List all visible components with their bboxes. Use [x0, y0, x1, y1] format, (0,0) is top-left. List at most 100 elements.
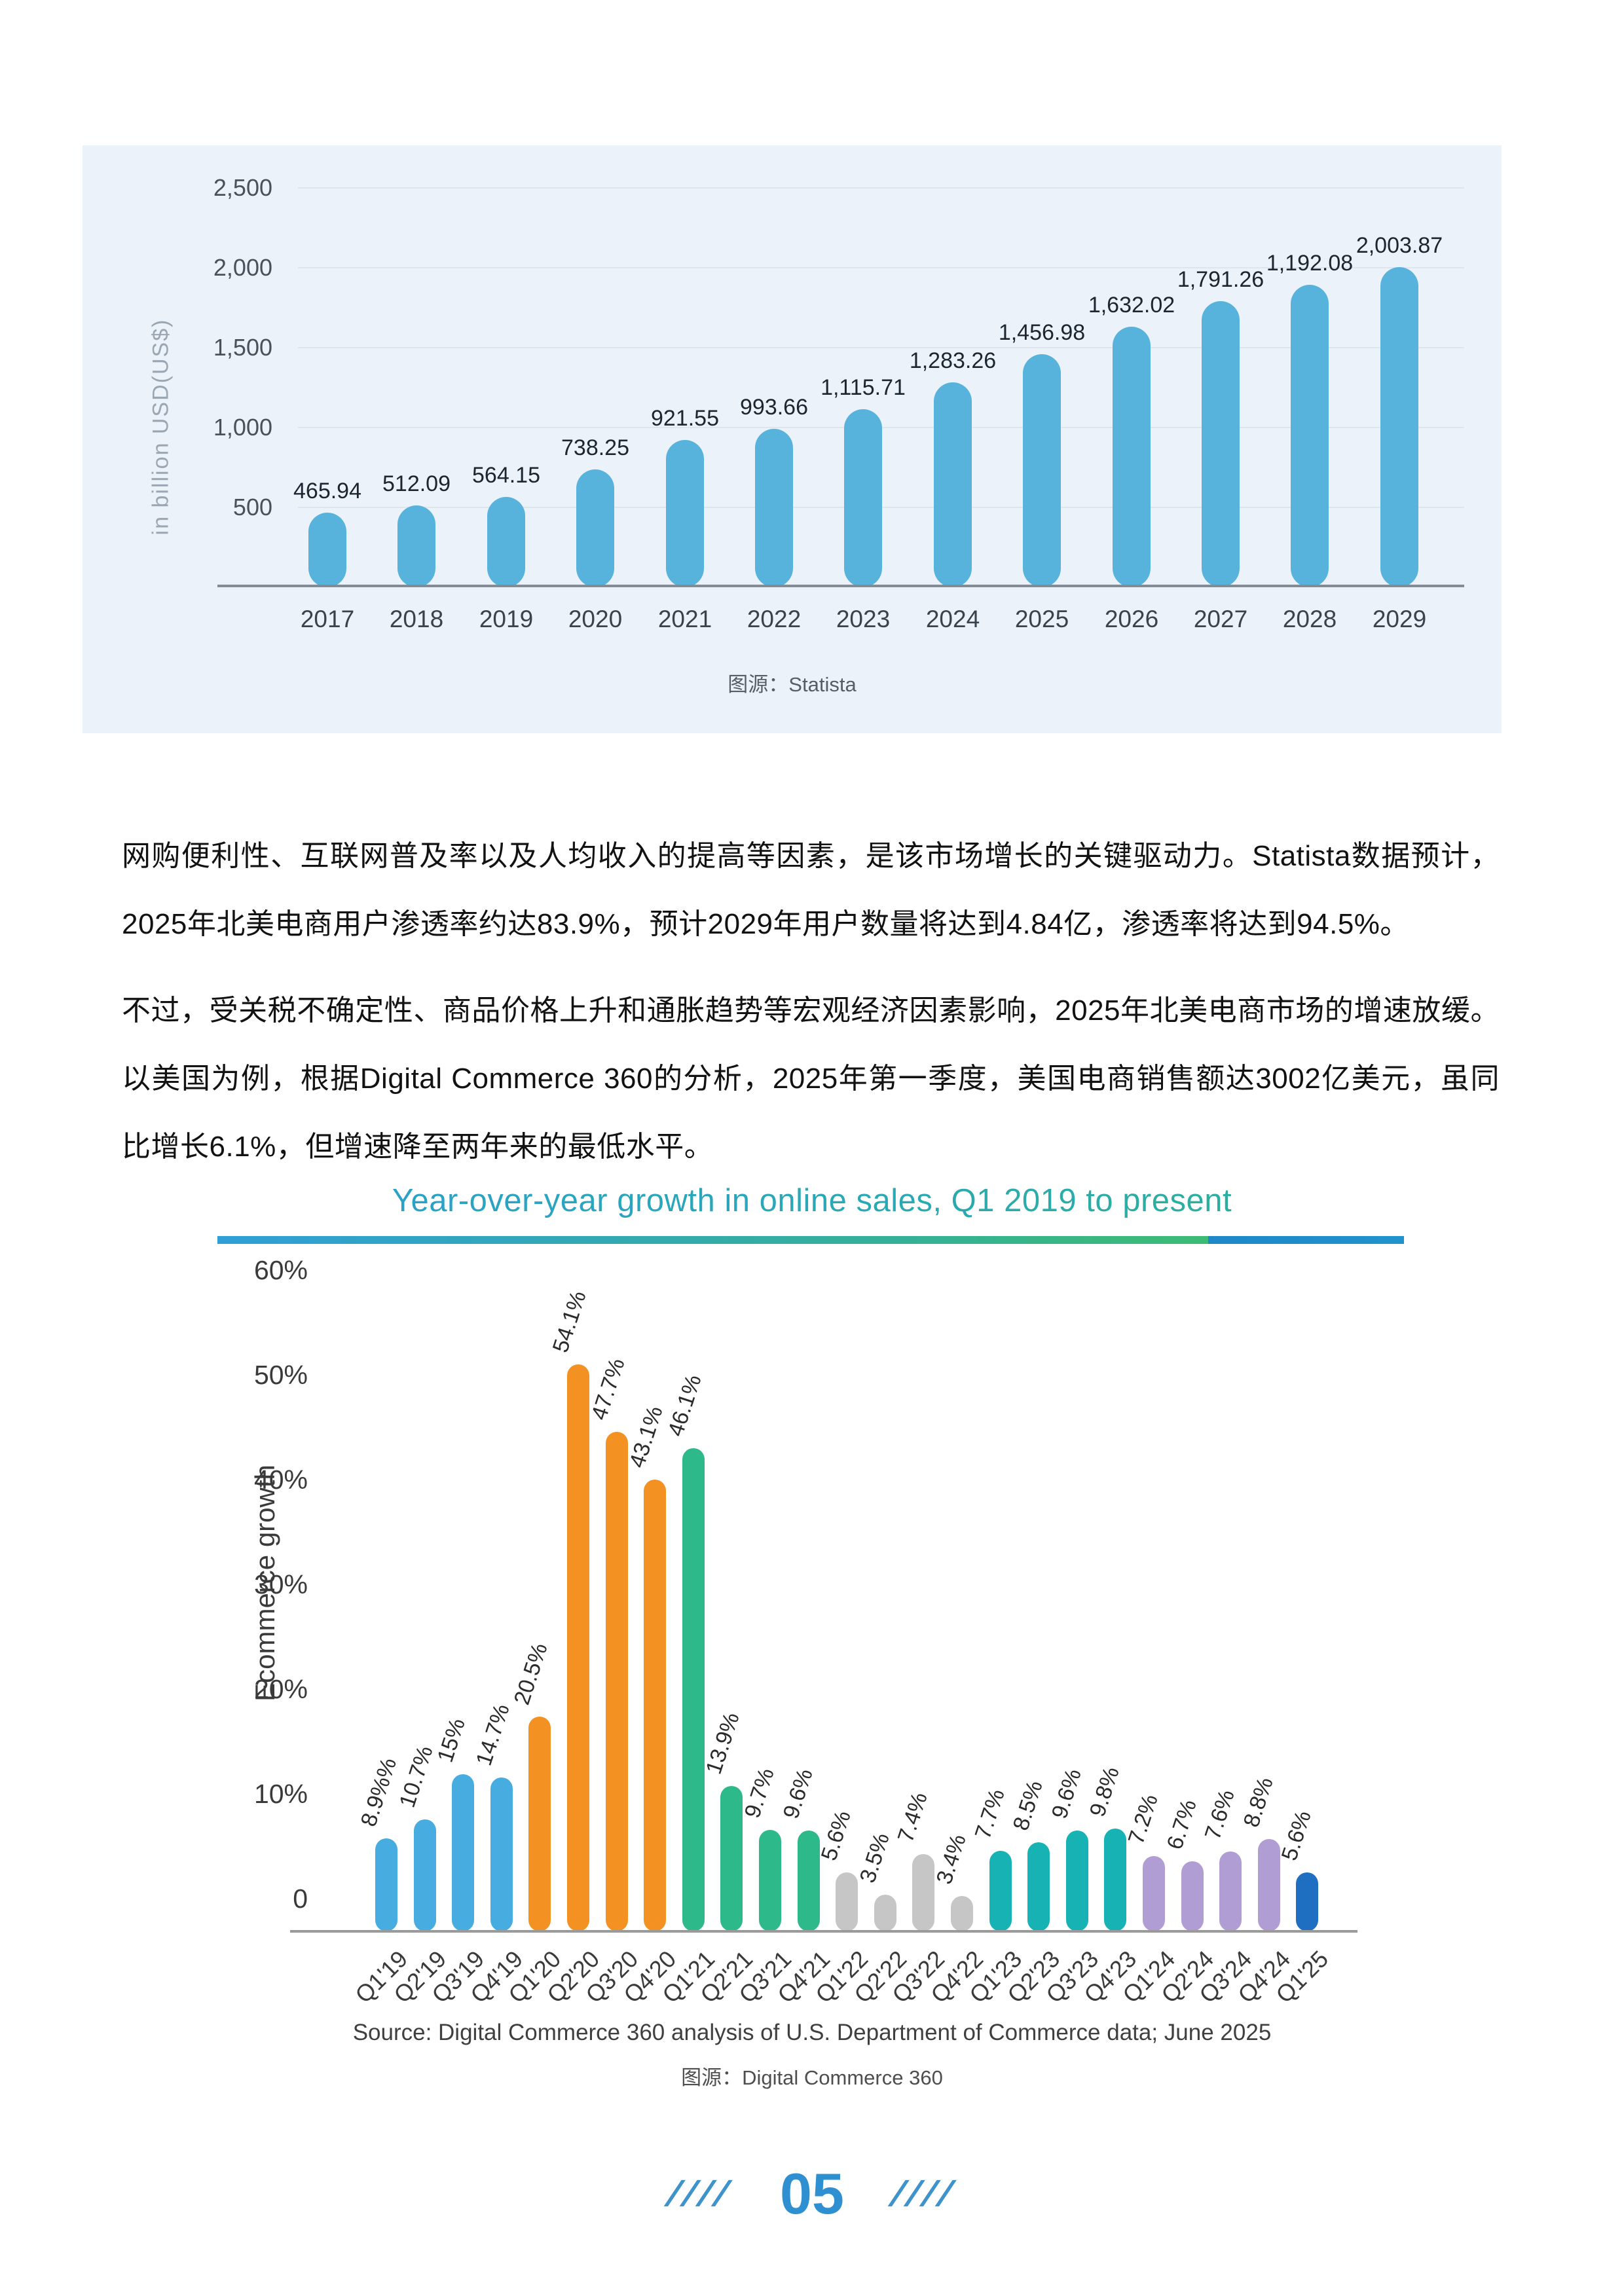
bar-value-label: 921.55: [651, 406, 719, 431]
bar-value-label: 9.7%: [739, 1765, 779, 1821]
bar-Q2'21: [720, 1786, 743, 1931]
bar-Q3'19: [452, 1774, 474, 1931]
bar-value-label: 43.1%: [624, 1403, 668, 1471]
bar-2022: [755, 429, 793, 587]
bar-value-label: 738.25: [561, 435, 629, 460]
bar-2028: [1291, 285, 1329, 587]
x-tick-label: 2020: [568, 606, 623, 632]
paragraph-market-drivers: 网购便利性、互联网普及率以及人均收入的提高等因素，是该市场增长的关键驱动力。St…: [122, 840, 1500, 940]
y-tick-label: 40%: [253, 1465, 308, 1495]
gridline: [298, 347, 1464, 348]
x-tick-label: 2018: [389, 606, 444, 632]
x-tick-label: 2029: [1372, 606, 1427, 632]
bar-2027: [1202, 301, 1240, 587]
bar-value-label: 9.8%: [1084, 1764, 1124, 1820]
x-tick-label: 2021: [657, 606, 712, 632]
x-tick-label: 2024: [925, 606, 980, 632]
statista-revenue-chart: 2,500 2,000 1,500 1,000 500 465.94 2017 512.09 2…: [83, 145, 1502, 733]
chart-source: 图源：Statista: [728, 673, 857, 696]
growth-chart-source: Source: Digital Commerce 360 analysis of…: [352, 2020, 1272, 2045]
bar-2019: [487, 497, 525, 587]
bar-Q4'21: [798, 1831, 820, 1931]
title-gradient-divider: [217, 1236, 1404, 1244]
y-axis-title: in billion USD(US$): [148, 318, 174, 536]
bar-value-label: 15%: [432, 1715, 470, 1766]
bar-Q3'21: [759, 1830, 781, 1931]
page-footer: //// 05 ////: [0, 2160, 1624, 2227]
bar-value-label: 47.7%: [586, 1355, 630, 1423]
x-tick-label: 2028: [1282, 606, 1337, 632]
bar-value-label: 13.9%: [701, 1709, 745, 1777]
paragraph-growth-slowdown: 不过，受关税不确定性、商品价格上升和通胀趋势等宏观经济因素影响，2025年北美电…: [122, 994, 1500, 1163]
x-tick-label: 2023: [836, 606, 891, 632]
y-tick-label: 2,500: [213, 174, 272, 201]
bar-Q4'24: [1258, 1839, 1280, 1931]
y-tick-label: 50%: [253, 1360, 308, 1390]
bar-Q1'22: [836, 1872, 858, 1931]
bar-value-label: 512.09: [382, 471, 451, 496]
bar-value-label: 7.2%: [1123, 1791, 1163, 1848]
bar-Q1'24: [1143, 1856, 1165, 1931]
y-tick-label: 1,000: [213, 414, 272, 441]
bar-2023: [844, 409, 882, 587]
bar-Q1'20: [528, 1717, 551, 1931]
bar-Q4'19: [490, 1777, 513, 1931]
bar-value-label: 5.6%: [1276, 1808, 1316, 1864]
bar-value-label: 14.7%: [471, 1701, 515, 1769]
y-tick-label: 2,000: [213, 254, 272, 281]
x-axis-line: [290, 1930, 1357, 1933]
y-tick-label: 10%: [253, 1779, 308, 1809]
bar-2021: [666, 440, 704, 587]
bar-value-label: 20.5%: [509, 1640, 553, 1708]
bar-Q1'21: [682, 1448, 705, 1931]
bar-value-label: 6.7%: [1162, 1796, 1202, 1853]
bar-Q4'22: [951, 1896, 973, 1931]
y-tick-label: 1,500: [213, 334, 272, 361]
bar-value-label: 8.5%: [1008, 1777, 1048, 1834]
bar-value-label: 1,632.02: [1088, 293, 1175, 318]
bar-Q2'20: [567, 1364, 589, 1931]
bar-value-label: 5.6%: [816, 1808, 856, 1864]
bar-Q1'19: [375, 1838, 397, 1931]
bar-value-label: 9.6%: [1046, 1766, 1086, 1822]
bar-value-label: 1,791.26: [1177, 267, 1264, 292]
bar-value-label: 46.1%: [663, 1372, 707, 1440]
bar-Q2'22: [874, 1895, 896, 1931]
bar-Q2'24: [1181, 1861, 1204, 1931]
bar-Q2'19: [414, 1819, 436, 1931]
x-tick-label: 2027: [1193, 606, 1248, 632]
y-tick-label: 60%: [253, 1255, 308, 1285]
growth-chart-source-zh: 图源：Digital Commerce 360: [681, 2066, 943, 2089]
bar-value-label: 1,115.71: [821, 375, 906, 400]
bar-value-label: 2,003.87: [1356, 233, 1443, 258]
gridline: [298, 187, 1464, 189]
bar-value-label: 7.4%: [893, 1789, 932, 1846]
bar-value-label: 7.6%: [1200, 1787, 1240, 1843]
bar-Q3'22: [912, 1854, 934, 1931]
bar-2017: [308, 513, 346, 587]
y-tick-label: 30%: [253, 1569, 308, 1599]
bar-value-label: 3.4%: [931, 1831, 971, 1887]
growth-chart-title: Year-over-year growth in online sales, Q…: [0, 1182, 1624, 1219]
gridline: [298, 267, 1464, 268]
bar-value-label: 9.6%: [778, 1766, 818, 1822]
page-number: 05: [780, 2161, 844, 2226]
bar-Q1'23: [989, 1851, 1012, 1931]
bar-value-label: 564.15: [472, 463, 540, 488]
footer-slashes-left-icon: ////: [663, 2174, 737, 2214]
y-tick-label: 0: [293, 1884, 308, 1914]
bar-value-label: 8.8%: [1238, 1774, 1278, 1831]
x-tick-label: 2017: [300, 606, 355, 632]
bar-value-label: 3.5%: [855, 1830, 895, 1886]
bar-value-label: 7.7%: [970, 1786, 1010, 1842]
bar-value-label: 1,192.08: [1266, 251, 1354, 276]
bar-Q3'24: [1219, 1851, 1242, 1931]
x-tick-label: 2019: [479, 606, 534, 632]
bar-value-label: 8.9%%: [356, 1755, 402, 1830]
x-tick-label: 2025: [1014, 606, 1069, 632]
bar-value-label: 1,456.98: [998, 320, 1086, 345]
bar-value-label: 993.66: [740, 395, 808, 420]
y-tick-label: 500: [232, 494, 272, 520]
y-axis-title: Ecommerce growth: [249, 1465, 280, 1702]
